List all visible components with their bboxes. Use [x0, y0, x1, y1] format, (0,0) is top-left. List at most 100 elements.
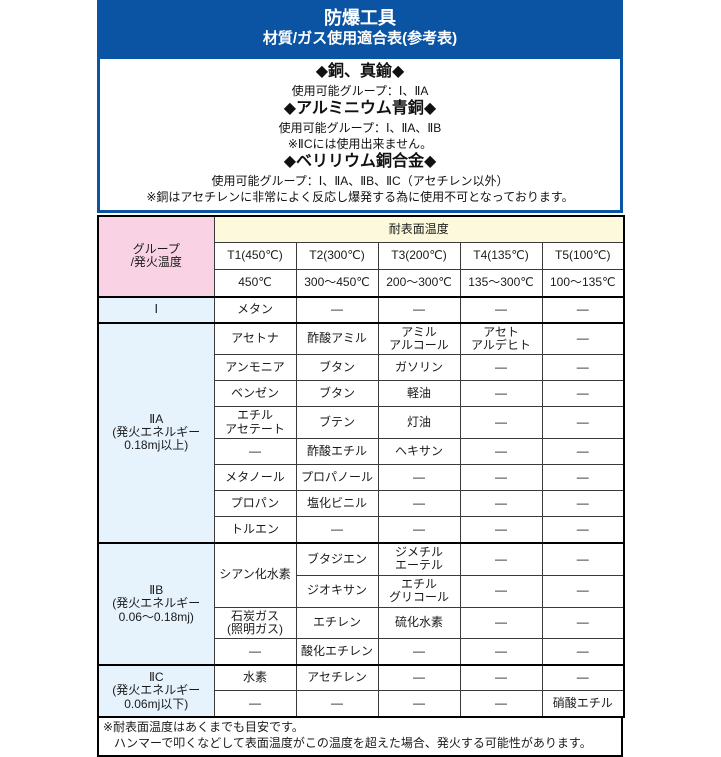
gas-cell: ― — [541, 516, 625, 544]
group-temp-corner-cell: グループ /発火温度 — [97, 215, 215, 298]
table-row: アンモニア ブタン ガソリン ― ― — [98, 354, 625, 382]
gas-cell: 軽油 — [377, 380, 461, 408]
surface-temp-header-cell: 耐表面温度 — [213, 215, 625, 244]
gas-cell: ― — [213, 690, 297, 718]
table-row: ― ― ― ― 硝酸エチル — [98, 690, 625, 718]
temp-class-cell: T1(450℃) — [213, 242, 297, 271]
group-label-cell: ⅡB (発火エネルギー 0.06〜0.18mj) — [97, 541, 215, 666]
gas-cell: ― — [459, 464, 543, 492]
gas-cell: ― — [377, 490, 461, 518]
temp-class-cell: T3(200℃) — [377, 242, 461, 271]
temp-range-cell: 100〜135℃ — [541, 269, 625, 298]
gas-cell: ― — [295, 516, 379, 544]
gas-cell: ― — [459, 490, 543, 518]
gas-cell: ― — [459, 541, 543, 576]
gas-cell: ― — [213, 638, 297, 666]
gas-cell: ヘキサン — [377, 438, 461, 466]
gas-cell: ― — [459, 438, 543, 466]
gas-cell: ― — [377, 295, 461, 324]
material-heading-copper-brass: ◆銅、真鍮◆ — [315, 63, 405, 81]
gas-cell: ― — [459, 663, 543, 692]
gas-cell: プロパン — [213, 490, 297, 518]
gas-cell: ― — [459, 574, 543, 608]
gas-cell: ブタジエン — [295, 541, 379, 576]
table-row: ⅡB (発火エネルギー 0.06〜0.18mj) シアン化水素 ブタジエン ジメ… — [97, 541, 625, 666]
gas-cell: ブタン — [295, 354, 379, 382]
table-row: 450℃ 300〜450℃ 200〜300℃ 135〜300℃ 100〜135℃ — [98, 269, 625, 298]
gas-cell: ― — [459, 638, 543, 666]
gas-cell: ― — [213, 438, 297, 466]
gas-cell: ― — [459, 295, 543, 324]
gas-cell: ― — [541, 638, 625, 666]
gas-cell: ― — [541, 354, 625, 382]
gas-cell: ジメチル エーテル — [377, 541, 461, 576]
temp-range-cell: 300〜450℃ — [295, 269, 379, 298]
page-content: 防爆工具 材質/ガス使用適合表(参考表) ◆銅、真鍮◆ 使用可能グループ：Ⅰ、Ⅱ… — [97, 0, 625, 757]
material-info-box: ◆銅、真鍮◆ 使用可能グループ：Ⅰ、ⅡA ◆アルミニウム青銅◆ 使用可能グループ… — [97, 56, 623, 213]
gas-cell: エチレン — [295, 606, 379, 640]
gas-cell: アセトナ — [213, 321, 297, 356]
temp-range-cell: 200〜300℃ — [377, 269, 461, 298]
gas-cell: 硝酸エチル — [541, 690, 625, 718]
footnote-line: ハンマーで叩くなどして表面温度がこの温度を超えた場合、発火する可能性があります。 — [114, 735, 592, 750]
temp-range-cell: 450℃ — [213, 269, 297, 298]
material-note-line: ※ⅡCには使用出来ません。 — [287, 137, 433, 152]
gas-cell: ― — [541, 663, 625, 692]
gas-cell: ― — [459, 406, 543, 440]
group-label-cell: ⅡA (発火エネルギー 0.18mj以上) — [97, 321, 215, 544]
table-row: ⅡC (発火エネルギー 0.06mj以下) 水素 アセチレン ― ― ― — [97, 663, 625, 718]
temp-class-cell: T5(100℃) — [541, 242, 625, 271]
page-subtitle: 材質/ガス使用適合表(参考表) — [262, 29, 458, 47]
compatibility-table: グループ /発火温度 耐表面温度 T1(450℃) T2(300℃) T3(20… — [97, 214, 625, 718]
gas-cell: ― — [541, 438, 625, 466]
gas-cell: メタン — [213, 295, 297, 324]
page-header: 防爆工具 材質/ガス使用適合表(参考表) — [97, 0, 623, 57]
material-heading-beryllium-copper: ◆ベリリウム銅合金◆ — [283, 153, 437, 171]
gas-cell: プロパノール — [295, 464, 379, 492]
gas-cell: ― — [377, 690, 461, 718]
table-row: エチル アセテート ブテン 灯油 ― ― — [98, 406, 625, 440]
material-usage-line: 使用可能グループ：Ⅰ、ⅡA、ⅡB — [278, 121, 442, 136]
gas-cell: 酢酸アミル — [295, 321, 379, 356]
table-row: メタノール プロパノール ― ― ― — [98, 464, 625, 492]
gas-cell: シアン化水素 — [213, 541, 297, 608]
gas-cell: ― — [541, 574, 625, 608]
gas-cell: ― — [377, 663, 461, 692]
gas-cell: ブタン — [295, 380, 379, 408]
gas-cell: ― — [541, 464, 625, 492]
gas-cell: ― — [541, 321, 625, 356]
gas-cell: アミル アルコール — [377, 321, 461, 356]
page-title: 防爆工具 — [324, 8, 396, 28]
gas-cell: ベンゼン — [213, 380, 297, 408]
gas-cell: ― — [459, 516, 543, 544]
gas-cell: ― — [541, 295, 625, 324]
gas-cell: アンモニア — [213, 354, 297, 382]
gas-cell: ― — [459, 380, 543, 408]
gas-cell: アセト アルデヒト — [459, 321, 543, 356]
gas-cell: ― — [459, 690, 543, 718]
footnote-line: ※耐表面温度はあくまでも目安です。 — [103, 719, 304, 734]
gas-cell: 水素 — [213, 663, 297, 692]
gas-cell: 灯油 — [377, 406, 461, 440]
gas-cell: 硫化水素 — [377, 606, 461, 640]
gas-cell: ― — [541, 606, 625, 640]
gas-cell: メタノール — [213, 464, 297, 492]
gas-cell: ― — [459, 606, 543, 640]
table-row: 石炭ガス (照明ガス) エチレン 硫化水素 ― ― — [98, 606, 625, 640]
material-heading-aluminium-bronze: ◆アルミニウム青銅◆ — [283, 100, 437, 118]
temp-range-cell: 135〜300℃ — [459, 269, 543, 298]
table-row: ⅡA (発火エネルギー 0.18mj以上) アセトナ 酢酸アミル アミル アルコ… — [97, 321, 625, 544]
gas-cell: 酢酸エチル — [295, 438, 379, 466]
temp-class-cell: T4(135℃) — [459, 242, 543, 271]
table-row: Ⅰ メタン ― ― ― ― — [97, 295, 625, 324]
gas-cell: ジオキサン — [295, 574, 379, 608]
footnote-box: ※耐表面温度はあくまでも目安です。 ハンマーで叩くなどして表面温度がこの温度を超… — [97, 715, 623, 757]
gas-cell: ガソリン — [377, 354, 461, 382]
gas-cell: ― — [541, 406, 625, 440]
gas-cell: 塩化ビニル — [295, 490, 379, 518]
table-row: グループ /発火温度 耐表面温度 — [97, 215, 625, 298]
table-row: ― 酸化エチレン ― ― ― — [98, 638, 625, 666]
gas-cell: エチル グリコール — [377, 574, 461, 608]
table-row: ベンゼン ブタン 軽油 ― ― — [98, 380, 625, 408]
material-note-line: ※銅はアセチレンに非常によく反応し爆発する為に使用不可となっております。 — [146, 190, 574, 205]
